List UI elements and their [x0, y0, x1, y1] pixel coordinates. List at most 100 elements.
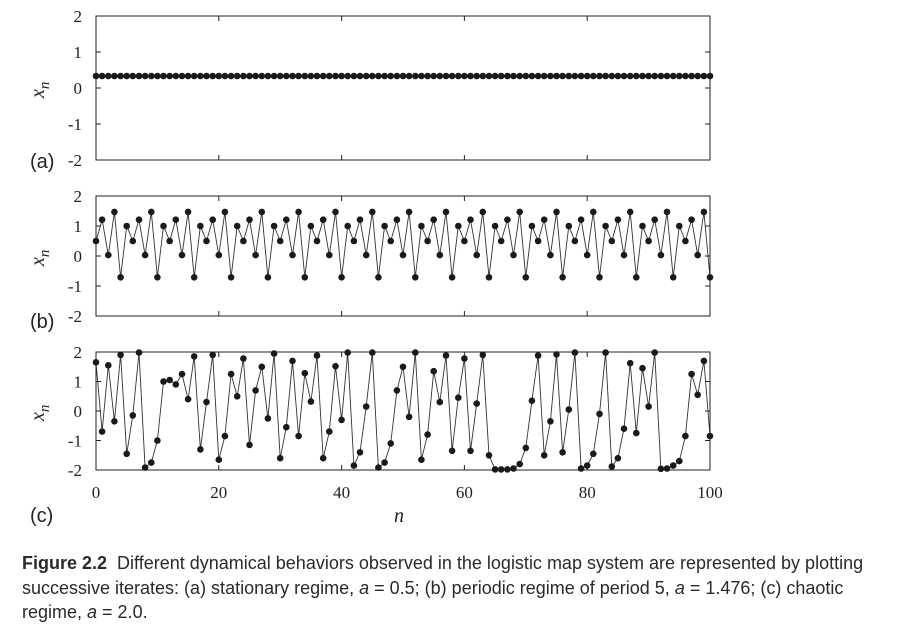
data-point: [197, 446, 204, 453]
data-point: [375, 274, 382, 281]
data-point: [473, 251, 481, 259]
panel-label: (c): [30, 505, 53, 527]
y-tick-label: 1: [74, 217, 83, 236]
data-point: [694, 251, 701, 259]
data-point: [399, 251, 407, 259]
data-point: [258, 72, 266, 80]
data-point: [252, 72, 259, 80]
data-point: [583, 462, 591, 469]
data-point: [105, 251, 112, 259]
y-tick-label: 0: [74, 402, 83, 421]
data-point: [522, 444, 530, 452]
data-point: [639, 72, 646, 80]
data-point: [344, 72, 352, 80]
data-point: [387, 72, 395, 80]
data-point: [424, 72, 431, 80]
data-point: [614, 72, 622, 80]
data-point: [276, 237, 284, 245]
data-point: [639, 364, 646, 372]
data-point: [283, 216, 290, 223]
data-point: [375, 72, 382, 80]
data-point: [160, 72, 167, 80]
data-point: [455, 72, 462, 80]
data-point: [369, 208, 376, 216]
data-point: [387, 440, 395, 447]
data-point: [547, 418, 554, 425]
data-point: [485, 72, 493, 80]
data-point: [479, 351, 487, 359]
data-point: [405, 72, 413, 80]
data-point: [596, 274, 603, 281]
data-point: [645, 72, 652, 80]
plot-frame-1: [95, 15, 711, 161]
data-point: [148, 72, 155, 80]
data-point: [651, 72, 658, 80]
data-point: [203, 72, 210, 80]
y-tick-label: -1: [68, 115, 82, 134]
data-point: [240, 237, 247, 245]
data-point: [571, 72, 579, 80]
data-point: [590, 208, 597, 216]
data-point: [479, 208, 487, 216]
y-tick-label: 2: [74, 187, 83, 206]
data-point: [534, 352, 542, 359]
data-point: [381, 72, 388, 80]
data-point: [577, 216, 585, 223]
data-point: [639, 222, 646, 230]
data-point: [491, 72, 499, 80]
data-point: [350, 462, 358, 469]
data-point: [129, 412, 137, 419]
data-point: [455, 394, 462, 402]
data-point: [154, 274, 161, 281]
data-point: [98, 72, 106, 80]
data-point: [553, 208, 560, 216]
data-point: [491, 466, 499, 473]
data-point: [442, 352, 450, 359]
data-point: [270, 350, 278, 357]
data-point: [510, 251, 517, 259]
data-point: [436, 398, 444, 406]
data-point: [596, 410, 603, 418]
data-point: [516, 460, 523, 468]
data-point: [473, 400, 481, 407]
y-tick-label: -2: [68, 307, 82, 326]
data-point: [289, 72, 296, 80]
data-point: [676, 457, 683, 465]
data-point: [528, 222, 536, 230]
data-point: [356, 72, 364, 80]
data-point: [203, 237, 210, 245]
data-point: [129, 72, 137, 80]
data-point: [399, 363, 407, 371]
data-point: [430, 72, 438, 80]
data-point: [313, 72, 321, 80]
data-point: [590, 450, 597, 458]
data-point: [497, 72, 505, 80]
data-point: [706, 274, 714, 281]
data-point: [117, 274, 124, 281]
data-point: [430, 216, 438, 223]
data-point: [141, 251, 149, 259]
data-point: [332, 208, 339, 216]
data-point: [154, 72, 161, 80]
data-point: [295, 432, 302, 440]
data-point: [620, 72, 628, 80]
data-point: [700, 208, 708, 216]
data-point: [583, 251, 591, 259]
data-point: [326, 428, 333, 435]
data-point: [510, 72, 517, 80]
data-point: [221, 208, 229, 216]
y-tick-label: -2: [68, 151, 82, 170]
data-point: [694, 72, 701, 80]
data-point: [141, 464, 149, 471]
data-point: [553, 72, 560, 80]
data-point: [221, 72, 229, 80]
data-point: [129, 237, 137, 245]
data-point: [504, 72, 511, 80]
data-point: [547, 251, 554, 259]
data-point: [448, 274, 456, 281]
data-point: [663, 72, 671, 80]
data-point: [620, 425, 628, 433]
data-point: [276, 72, 284, 80]
data-point: [633, 429, 640, 437]
data-point: [313, 352, 321, 359]
